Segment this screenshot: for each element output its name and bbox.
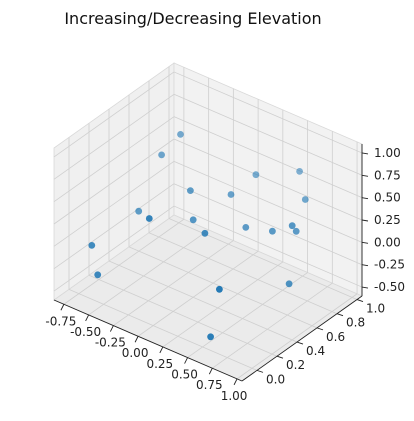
y-tick xyxy=(356,299,364,302)
y-tick-label: 0.6 xyxy=(326,330,345,344)
grid-line xyxy=(173,116,363,199)
z-tick-label: 0.00 xyxy=(374,235,401,249)
grid-line xyxy=(236,293,358,380)
grid-line xyxy=(212,282,333,369)
grid-line xyxy=(53,93,175,180)
x-tick-label: 0.75 xyxy=(196,378,223,392)
x-tick xyxy=(85,314,90,322)
x-tick xyxy=(134,336,139,343)
z-tick xyxy=(361,197,369,200)
x-tick-label: 0.50 xyxy=(171,368,198,382)
grid-line xyxy=(148,232,338,315)
x-tick-label: 1.00 xyxy=(221,389,248,403)
y-axis-line xyxy=(241,295,363,382)
z-tick xyxy=(361,152,369,155)
grid-line xyxy=(88,274,278,357)
x-tick-label: -0.75 xyxy=(45,314,76,328)
scatter-point xyxy=(189,216,197,224)
grid-line xyxy=(108,260,298,343)
grid-line xyxy=(173,138,363,221)
x-tick-label: -0.50 xyxy=(70,325,101,339)
y-tick xyxy=(316,327,324,331)
z-tick-label: 0.50 xyxy=(374,191,401,205)
scatter-point xyxy=(145,215,153,222)
scatter-point xyxy=(242,224,250,231)
grid-line xyxy=(173,205,363,288)
z-tick xyxy=(361,286,369,289)
grid-line xyxy=(162,261,284,348)
axes-grid xyxy=(53,66,363,380)
grid-line xyxy=(63,218,185,305)
y-tick-label: 0.4 xyxy=(306,344,325,358)
scatter-point xyxy=(88,242,96,249)
scatter-points xyxy=(88,131,309,341)
y-tick-label: 0.2 xyxy=(286,358,305,372)
axes-ticks: -0.75-0.50-0.250.000.250.500.751.000.00.… xyxy=(45,146,405,403)
grid-line xyxy=(173,160,363,243)
scatter-point xyxy=(296,168,303,175)
scatter-point xyxy=(207,333,215,341)
z-tick-label: 0.25 xyxy=(374,213,401,227)
z-tick xyxy=(361,219,369,222)
x-axis-line xyxy=(53,299,243,382)
grid-line xyxy=(53,71,175,158)
grid-line xyxy=(53,183,175,270)
z-tick-label: 0.75 xyxy=(374,168,401,182)
scatter-point xyxy=(158,151,166,159)
scatter-point xyxy=(94,271,102,279)
y-tick xyxy=(276,355,284,359)
scatter-point xyxy=(292,227,300,235)
y-tick xyxy=(256,369,264,373)
grid-line xyxy=(53,138,175,225)
scatter-point xyxy=(288,222,296,230)
x-tick xyxy=(233,378,238,386)
z-tick-label: -0.25 xyxy=(374,258,405,272)
grid-line xyxy=(173,93,363,176)
x-tick xyxy=(60,304,65,311)
y-tick xyxy=(336,313,344,317)
scatter-point xyxy=(216,285,223,293)
scatter-point xyxy=(227,191,235,198)
scatter-point xyxy=(301,196,309,203)
grid-line xyxy=(88,229,209,316)
y-tick xyxy=(296,341,304,345)
z-tick xyxy=(361,264,369,267)
x-tick xyxy=(159,346,164,354)
scatter-point xyxy=(285,280,293,288)
z-tick xyxy=(361,241,369,244)
y-tick-label: 0.0 xyxy=(266,372,285,386)
grid-line xyxy=(53,205,175,292)
scatter-point xyxy=(252,171,260,179)
chart-title: Increasing/Decreasing Elevation xyxy=(64,9,321,28)
x-tick xyxy=(208,368,213,375)
y-tick-label: 1.0 xyxy=(366,302,385,316)
y-tick-label: 0.8 xyxy=(346,316,365,330)
grid-line xyxy=(68,289,258,371)
z-tick-label: -0.50 xyxy=(374,280,405,294)
grid-line xyxy=(137,250,259,337)
x-tick-label: 0.25 xyxy=(146,357,173,371)
x-tick xyxy=(109,325,114,332)
grid-line xyxy=(113,240,234,326)
grid-line xyxy=(168,218,358,300)
x-tick-label: 0.00 xyxy=(122,346,149,360)
x-tick-label: -0.25 xyxy=(95,336,126,350)
scatter-point xyxy=(177,131,184,138)
scatter-point xyxy=(187,187,194,195)
grid-line xyxy=(53,116,175,202)
grid-line xyxy=(128,246,318,329)
x-tick xyxy=(184,357,188,364)
grid-line xyxy=(173,71,363,154)
grid-line xyxy=(53,161,175,247)
z-tick xyxy=(361,174,369,177)
scatter-point xyxy=(269,227,276,235)
z-tick-label: 1.00 xyxy=(374,146,401,160)
grid-line xyxy=(173,183,363,266)
scatter-point xyxy=(201,229,209,237)
scatter-point xyxy=(135,207,143,215)
